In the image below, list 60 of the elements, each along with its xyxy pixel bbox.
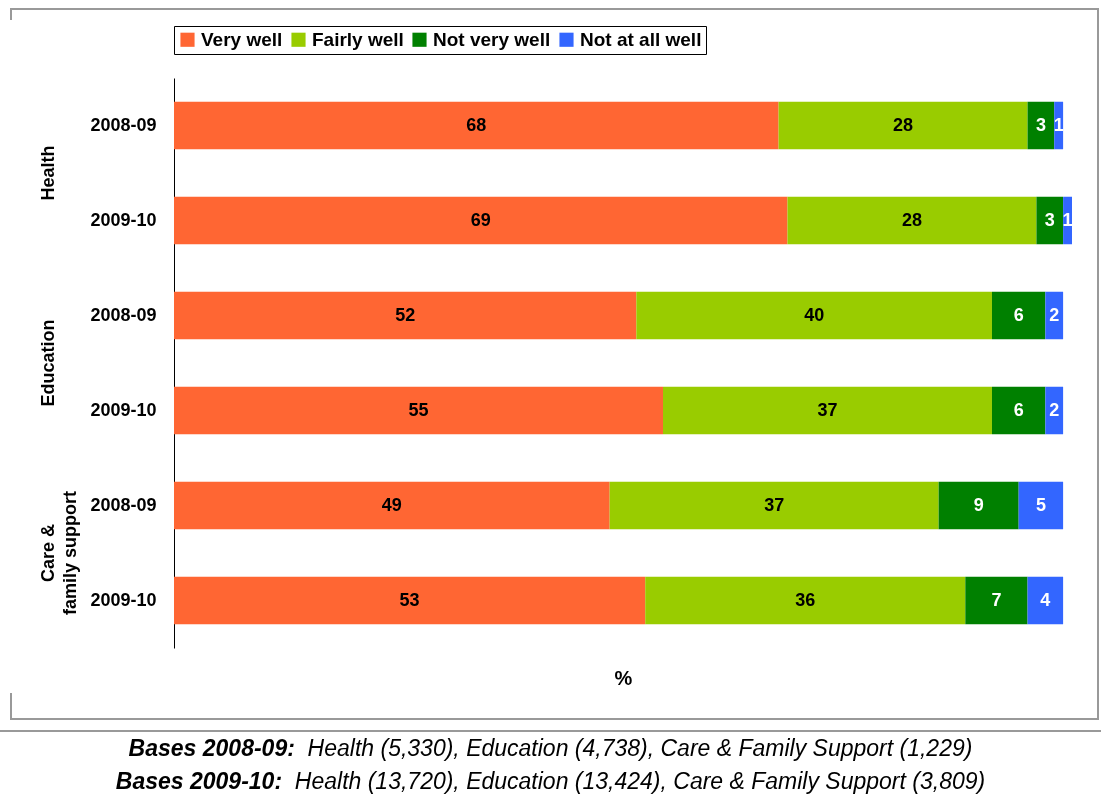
text: Bases 2008-09: Health (5,330), Education (4,738), Care & Family Support (1,229) — [127, 734, 974, 763]
bar — [174, 291, 637, 340]
data-label: 7 — [991, 589, 1002, 610]
bar — [645, 576, 966, 625]
bar — [174, 481, 610, 530]
y-tick-label: 2009-10 — [90, 399, 157, 420]
bar — [174, 386, 664, 435]
bar — [174, 101, 779, 150]
data-label: 5 — [1035, 494, 1046, 515]
data-label: 69 — [470, 209, 491, 230]
data-label: 3 — [1035, 114, 1046, 135]
data-label: 28 — [901, 209, 922, 230]
y-tick-label: 2008-09 — [90, 114, 157, 135]
bar — [991, 386, 1046, 435]
data-label: 2 — [1049, 304, 1060, 325]
legend-label: Not at all well — [580, 28, 702, 50]
bar — [1045, 386, 1064, 435]
x-axis-title: % — [614, 666, 633, 689]
bar — [663, 386, 992, 435]
data-label: 9 — [973, 494, 984, 515]
bar — [938, 481, 1019, 530]
y-tick-label: 2008-09 — [90, 304, 157, 325]
text: Education — [38, 319, 58, 407]
data-label: 28 — [893, 114, 914, 135]
bar — [174, 576, 646, 625]
data-label: 1 — [1062, 209, 1073, 230]
data-label: 36 — [795, 589, 816, 610]
bar — [991, 291, 1046, 340]
data-label: 4 — [1040, 589, 1051, 610]
data-label: 40 — [804, 304, 825, 325]
data-label: 6 — [1013, 399, 1024, 420]
data-label: 37 — [764, 494, 785, 515]
y-tick-label: 2009-10 — [90, 209, 157, 230]
bar — [174, 196, 788, 245]
legend-label: Not very well — [433, 28, 551, 50]
text: Bases 2009-10: Health (13,720), Education (13,424), Care & Family Support (3,809) — [114, 767, 987, 796]
data-label: 52 — [395, 304, 416, 325]
bar — [1045, 291, 1064, 340]
bar — [636, 291, 992, 340]
bar — [1018, 481, 1064, 530]
legend-label: Very well — [201, 28, 283, 50]
data-label: 2 — [1049, 399, 1060, 420]
data-label: 37 — [817, 399, 838, 420]
bar — [609, 481, 939, 530]
bar — [1027, 576, 1064, 625]
data-label: 53 — [399, 589, 420, 610]
text: Care & family support — [38, 490, 80, 616]
text: Health — [38, 145, 58, 201]
data-label: 3 — [1044, 209, 1055, 230]
bar — [1036, 196, 1064, 245]
bar — [778, 101, 1028, 150]
data-label: 55 — [408, 399, 429, 420]
data-label: 49 — [381, 494, 402, 515]
y-tick-label: 2009-10 — [90, 589, 157, 610]
y-tick-label: 2008-09 — [90, 494, 157, 515]
data-label: 6 — [1013, 304, 1024, 325]
data-label: 68 — [466, 114, 487, 135]
bar — [965, 576, 1028, 625]
bar — [787, 196, 1037, 245]
legend-label: Fairly well — [312, 28, 404, 50]
